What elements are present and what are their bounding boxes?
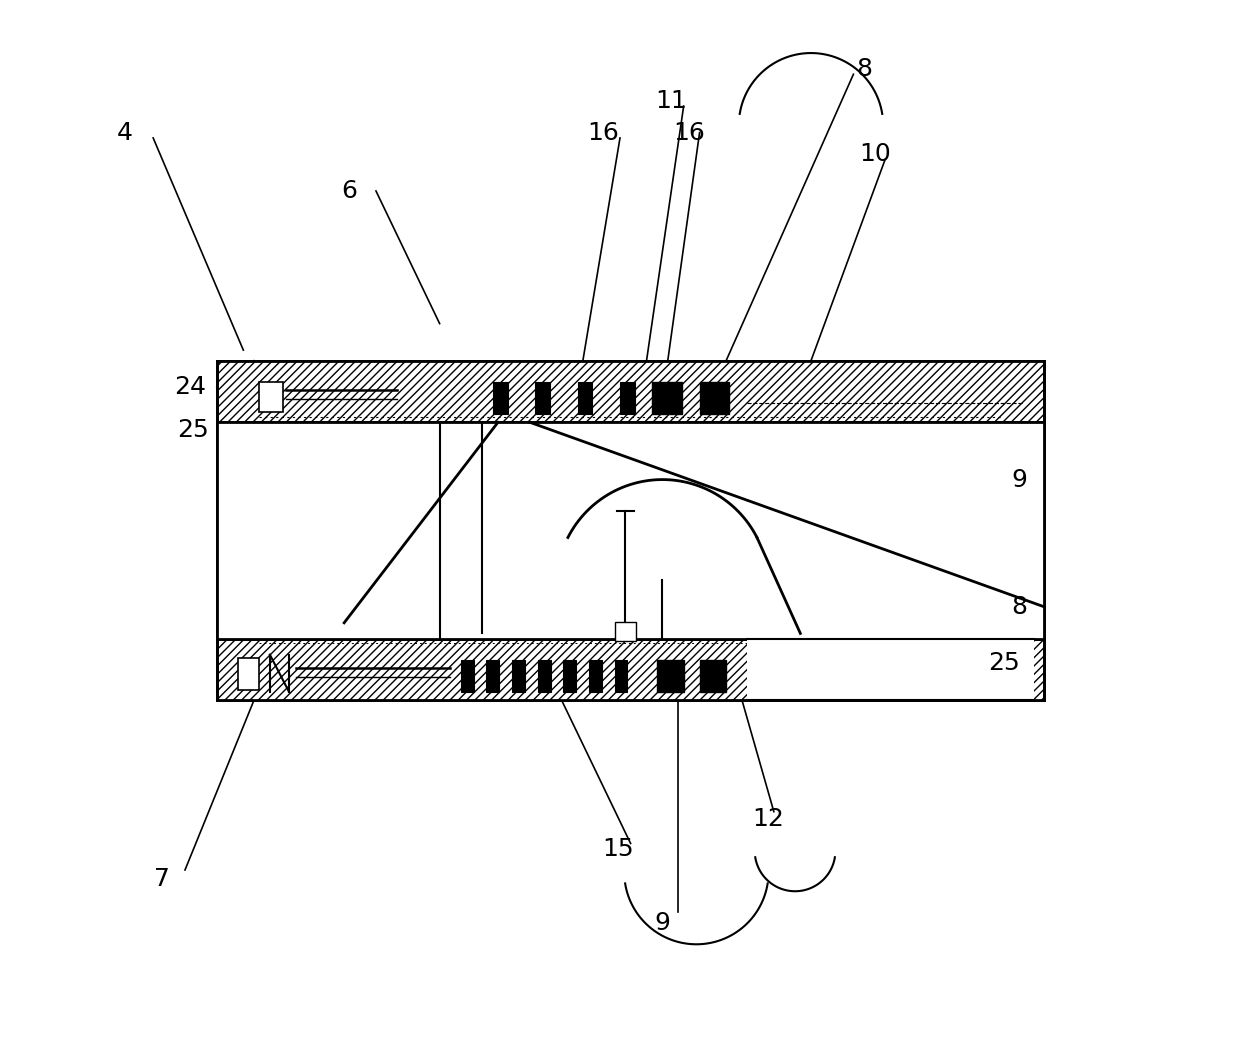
Text: 8: 8 [856,57,872,81]
Text: 15: 15 [603,837,634,860]
Bar [589,660,601,692]
Bar [578,382,593,414]
Bar [615,660,627,692]
Text: 25: 25 [988,651,1021,675]
Text: 12: 12 [753,807,785,831]
Bar [238,658,259,690]
Bar [748,640,1034,699]
Bar [615,622,636,641]
Bar [657,660,683,692]
Text: 7: 7 [154,867,170,890]
Bar [492,382,507,414]
Text: 25: 25 [177,418,210,441]
Text: 9: 9 [1011,468,1027,491]
Text: 24: 24 [175,376,206,399]
Text: 9: 9 [655,911,671,935]
Bar [217,361,1044,422]
Bar [217,639,1044,700]
Bar [217,422,1044,639]
Bar [538,660,551,692]
Bar [217,361,1044,700]
Bar [536,382,551,414]
Text: 8: 8 [1011,595,1027,619]
Bar [461,660,474,692]
Text: 4: 4 [117,121,133,144]
Bar [563,660,577,692]
Bar [512,660,525,692]
Bar [259,382,283,412]
Bar [620,382,635,414]
Bar [652,382,682,414]
Bar [486,660,500,692]
Bar [699,660,727,692]
Text: 6: 6 [341,179,357,203]
Text: 16: 16 [673,121,704,144]
Text: 11: 11 [655,89,687,112]
Text: 10: 10 [859,142,890,166]
Bar [699,382,729,414]
Text: 16: 16 [587,121,619,144]
